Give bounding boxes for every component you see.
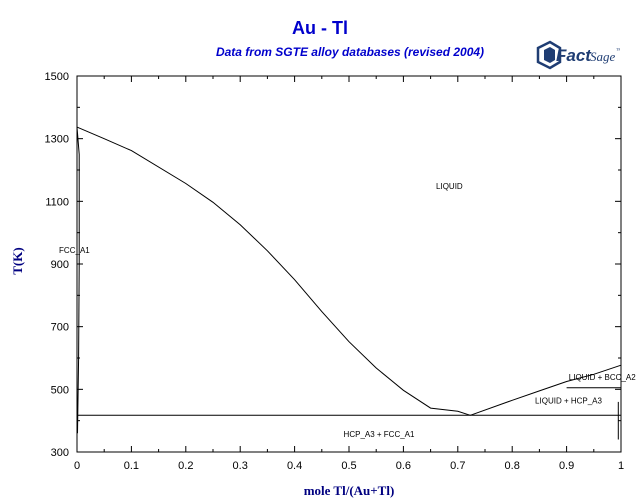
x-tick-label: 0.1 bbox=[124, 460, 139, 472]
region-label: LIQUID + BCC_A2 bbox=[569, 373, 636, 382]
chart-subtitle: Data from SGTE alloy databases (revised … bbox=[215, 45, 485, 59]
x-tick-label: 0 bbox=[74, 460, 80, 472]
region-label: FCC_A1 bbox=[59, 246, 90, 255]
x-tick-label: 0.4 bbox=[287, 460, 302, 472]
phase-boundary-line bbox=[76, 126, 471, 416]
region-label: HCP_A3 + FCC_A1 bbox=[344, 430, 415, 439]
svg-text:Fact: Fact bbox=[556, 46, 592, 65]
x-tick-label: 0.7 bbox=[450, 460, 465, 472]
phase-boundary-line bbox=[470, 364, 622, 416]
plot-frame bbox=[76, 75, 622, 453]
x-tick-label: 0.3 bbox=[233, 460, 248, 472]
svg-text:Sage: Sage bbox=[590, 49, 616, 64]
y-axis-label: T(K) bbox=[10, 247, 25, 274]
axes: 0 0.1 0.2 0.3 0.4 0.5 0.6 0.7 0.8 0.9 130050070090… bbox=[45, 71, 625, 472]
y-tick-label: 300 bbox=[51, 447, 69, 459]
region-label: LIQUID + HCP_A3 bbox=[535, 397, 602, 406]
y-tick-label: 700 bbox=[51, 322, 69, 334]
y-tick-label: 1300 bbox=[45, 134, 69, 146]
chart-title: Au - Tl bbox=[292, 18, 348, 38]
region-labels: LIQUID FCC_A1 LIQUID + BCC_A2 LIQUID + HCP_… bbox=[59, 182, 636, 439]
x-axis-label: mole Tl/(Au+Tl) bbox=[304, 483, 395, 498]
x-tick-label: 0.5 bbox=[341, 460, 356, 472]
x-tick-label: 1 bbox=[618, 460, 624, 472]
x-tick-label: 0.6 bbox=[396, 460, 411, 472]
y-tick-label: 1100 bbox=[45, 196, 69, 208]
y-tick-label: 500 bbox=[51, 384, 69, 396]
region-label: LIQUID bbox=[436, 182, 463, 191]
svg-text:™: ™ bbox=[616, 48, 620, 54]
y-tick-label: 900 bbox=[51, 259, 69, 271]
x-tick-label: 0.2 bbox=[178, 460, 193, 472]
phase-boundary-line bbox=[76, 127, 80, 434]
x-tick-label: 0.9 bbox=[559, 460, 574, 472]
x-tick-label: 0.8 bbox=[505, 460, 520, 472]
phase-boundaries bbox=[76, 126, 622, 440]
y-tick-label: 1500 bbox=[45, 71, 69, 83]
factsage-logo: Fact Sage ™ bbox=[536, 40, 620, 70]
